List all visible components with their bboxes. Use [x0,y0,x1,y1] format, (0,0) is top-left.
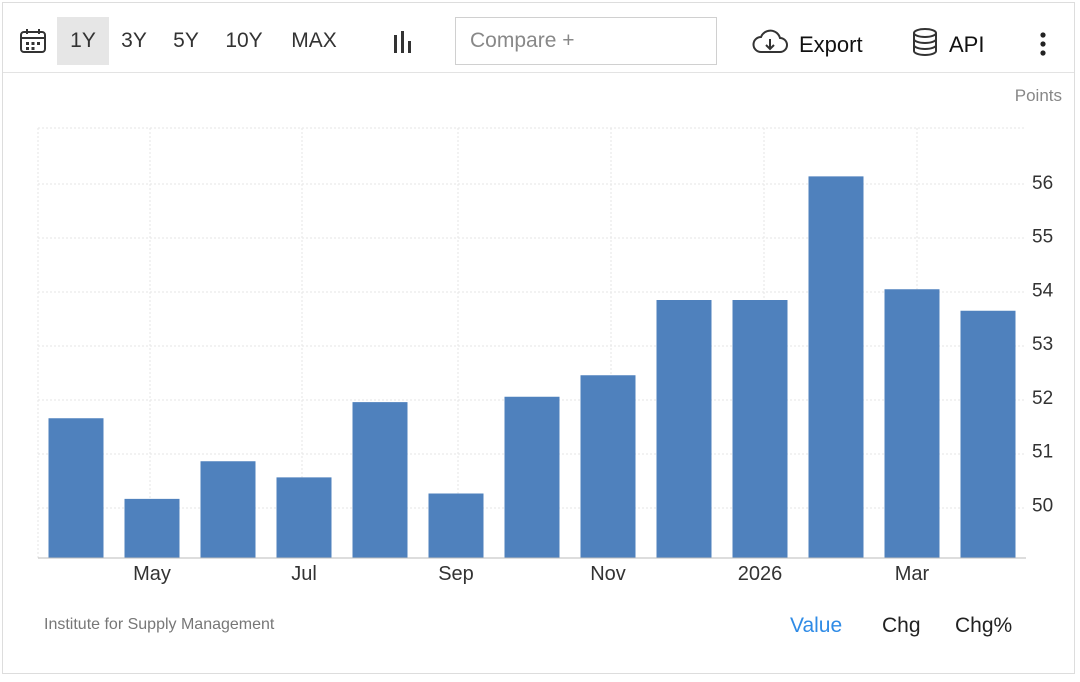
bar [200,461,256,558]
export-label: Export [799,32,863,57]
bar [504,396,560,558]
calendar-icon[interactable] [19,27,47,60]
x-tick-label: Sep [438,563,474,585]
y-tick-label: 54 [1032,280,1054,301]
bar [960,310,1016,558]
bar [276,477,332,558]
api-button[interactable]: API [911,25,984,65]
x-tick-label: Jul [291,563,317,585]
cloud-download-icon [751,28,789,62]
unit-label: Points [1014,86,1062,105]
y-tick-label: 56 [1032,173,1053,194]
database-icon [911,27,939,63]
bar [884,289,940,558]
tab-value[interactable]: Value [790,614,843,637]
api-label: API [949,32,985,57]
bar [428,493,484,558]
more-options-icon[interactable] [1033,29,1053,59]
tab-chg-percent[interactable]: Chg% [955,614,1013,637]
compare-input[interactable]: Compare + [455,17,717,65]
y-tick-label: 50 [1032,495,1053,516]
bar [732,300,788,558]
x-tick-label: Mar [895,563,930,585]
bar [808,176,864,558]
x-tick-label: 2026 [738,563,783,585]
source-label: Institute for Supply Management [44,616,275,633]
x-tick-label: Nov [590,563,626,585]
bar-chart-icon[interactable] [391,29,415,60]
export-button[interactable]: Export [751,25,863,65]
range-max-button[interactable]: MAX [291,29,337,52]
y-tick-label: 51 [1032,442,1053,463]
range-10y-button[interactable]: 10Y [225,29,263,52]
range-1y-button[interactable]: 1Y [57,17,109,65]
bar [124,498,180,558]
x-tick-label: May [133,563,171,585]
bar [48,418,104,558]
bar [656,300,712,558]
range-3y-button[interactable]: 3Y [121,29,147,52]
toolbar: 1Y 3Y 5Y 10Y MAX Compare + Export [3,3,1074,73]
range-5y-button[interactable]: 5Y [173,29,199,52]
y-tick-label: 53 [1032,334,1053,355]
bar-chart: May Jul Sep Nov 2026 Mar 50 51 52 53 54 55 56 [37,127,1054,585]
tab-chg[interactable]: Chg [882,614,921,637]
bar [580,375,636,558]
y-tick-label: 52 [1032,388,1053,409]
bar [352,402,408,558]
y-tick-label: 55 [1032,227,1053,248]
